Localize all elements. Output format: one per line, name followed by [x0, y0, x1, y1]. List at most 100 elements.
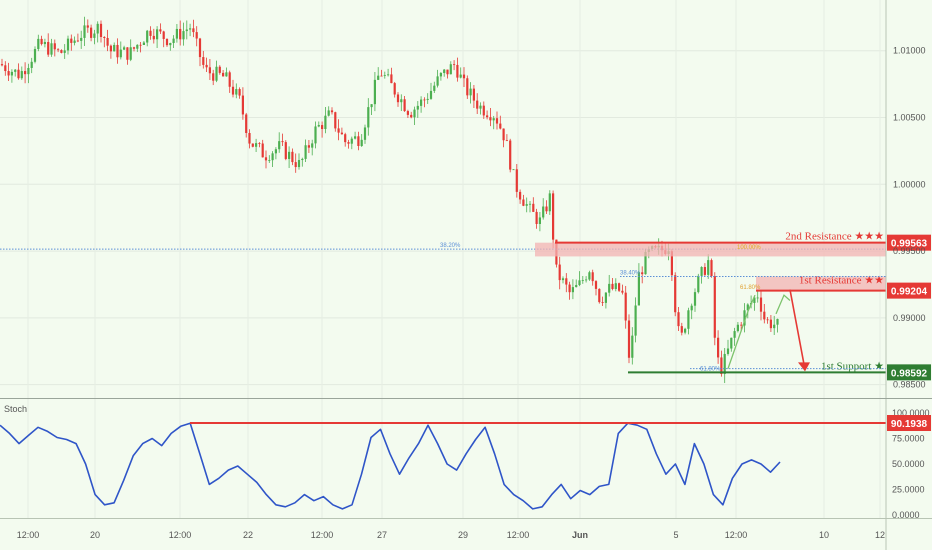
- candle-body: [769, 319, 772, 329]
- candle-body: [218, 66, 221, 73]
- target-arrow: [789, 289, 805, 365]
- candle-body: [347, 142, 350, 144]
- candle-body: [393, 83, 396, 95]
- candle-body: [222, 72, 225, 77]
- candle-body: [20, 71, 23, 79]
- candle-body: [499, 123, 502, 129]
- stoch-tick-label: 25.0000: [892, 485, 925, 495]
- candle-body: [235, 89, 238, 95]
- candle-body: [558, 264, 561, 281]
- candle-body: [746, 304, 749, 311]
- candle-body: [736, 324, 739, 332]
- candle-body: [80, 37, 83, 41]
- candle-body: [198, 38, 202, 58]
- candle-body: [505, 140, 508, 142]
- candle-body: [571, 287, 574, 293]
- candle-body: [40, 38, 43, 45]
- time-tick-label: 10: [819, 530, 829, 540]
- candle-body: [390, 74, 393, 84]
- candle-body: [707, 260, 710, 275]
- candle-body: [512, 169, 515, 171]
- fib-label: 61.80%: [740, 285, 761, 291]
- candle-body: [27, 67, 30, 75]
- candle-body: [495, 118, 499, 124]
- candle-body: [99, 23, 103, 38]
- resistance-2-label: 2nd Resistance ★★★: [785, 231, 884, 243]
- candle-body: [47, 41, 50, 55]
- candle-body: [76, 40, 79, 42]
- time-tick-label: 12:00: [311, 530, 334, 540]
- pattern-arrow: [775, 294, 791, 315]
- candle-body: [535, 211, 538, 224]
- candle-body: [33, 48, 37, 62]
- candle-body: [119, 49, 122, 58]
- candle-body: [426, 98, 429, 100]
- candle-body: [624, 292, 627, 321]
- candle-body: [443, 69, 446, 74]
- candle-body: [357, 136, 360, 146]
- candle-body: [472, 88, 475, 101]
- candle-body: [608, 283, 611, 293]
- candle-body: [10, 71, 13, 76]
- candle-body: [759, 297, 763, 312]
- candle-body: [690, 305, 693, 311]
- candle-body: [90, 27, 93, 38]
- candle-body: [756, 297, 759, 299]
- candle-body: [43, 41, 46, 45]
- candle-body: [66, 38, 70, 51]
- candle-body: [86, 25, 89, 28]
- price-tick-label: 1.01000: [893, 46, 926, 56]
- candle-body: [241, 95, 244, 115]
- candle-body: [429, 90, 433, 99]
- candle-body: [588, 272, 591, 280]
- price-grid: [0, 0, 886, 518]
- candle-body: [245, 114, 248, 133]
- candle-body: [251, 143, 254, 147]
- candle-body: [677, 312, 680, 327]
- pattern-arrow: [727, 294, 756, 369]
- candle-body: [360, 139, 363, 146]
- candle-body: [515, 169, 518, 192]
- candle-body: [674, 275, 677, 313]
- price-tick-label: 1.00500: [893, 113, 926, 123]
- candle-body: [106, 37, 109, 46]
- candle-body: [132, 47, 136, 49]
- resistance-1-label: 1st Resistance ★★: [799, 275, 884, 287]
- candle-body: [502, 128, 505, 141]
- stoch-line: [0, 422, 781, 510]
- candle-body: [594, 281, 598, 289]
- candle-body: [73, 40, 76, 43]
- candle-body: [0, 64, 4, 66]
- time-tick-label: Jun: [572, 530, 588, 540]
- candle-body: [456, 64, 459, 78]
- candle-body: [446, 69, 449, 75]
- candle-body: [720, 357, 723, 374]
- candle-body: [314, 126, 317, 144]
- candle-body: [680, 326, 683, 333]
- stoch-tick-label: 100.0000: [892, 408, 930, 418]
- candle-body: [522, 199, 525, 206]
- candle-body: [763, 311, 766, 320]
- candle-body: [225, 72, 228, 77]
- time-tick-label: 12:00: [725, 530, 748, 540]
- candle-body: [14, 69, 17, 72]
- candle-body: [733, 331, 736, 338]
- candle-body: [4, 65, 7, 72]
- time-tick-label: 22: [243, 530, 253, 540]
- resistance-1-zone: [756, 276, 886, 291]
- candle-body: [492, 118, 495, 121]
- candle-body: [373, 79, 376, 105]
- candle-body: [670, 251, 673, 276]
- candle-body: [212, 73, 215, 81]
- price-tick-label: 0.98500: [893, 380, 926, 390]
- price-badge-label: 0.99204: [891, 287, 928, 298]
- time-tick-label: 12:00: [169, 530, 192, 540]
- candle-body: [149, 30, 152, 36]
- candle-body: [776, 318, 779, 325]
- candle-body: [344, 134, 347, 143]
- candle-body: [717, 337, 720, 358]
- candle-body: [420, 99, 423, 106]
- stoch-tick-label: 50.0000: [892, 459, 925, 469]
- candle-body: [83, 25, 86, 38]
